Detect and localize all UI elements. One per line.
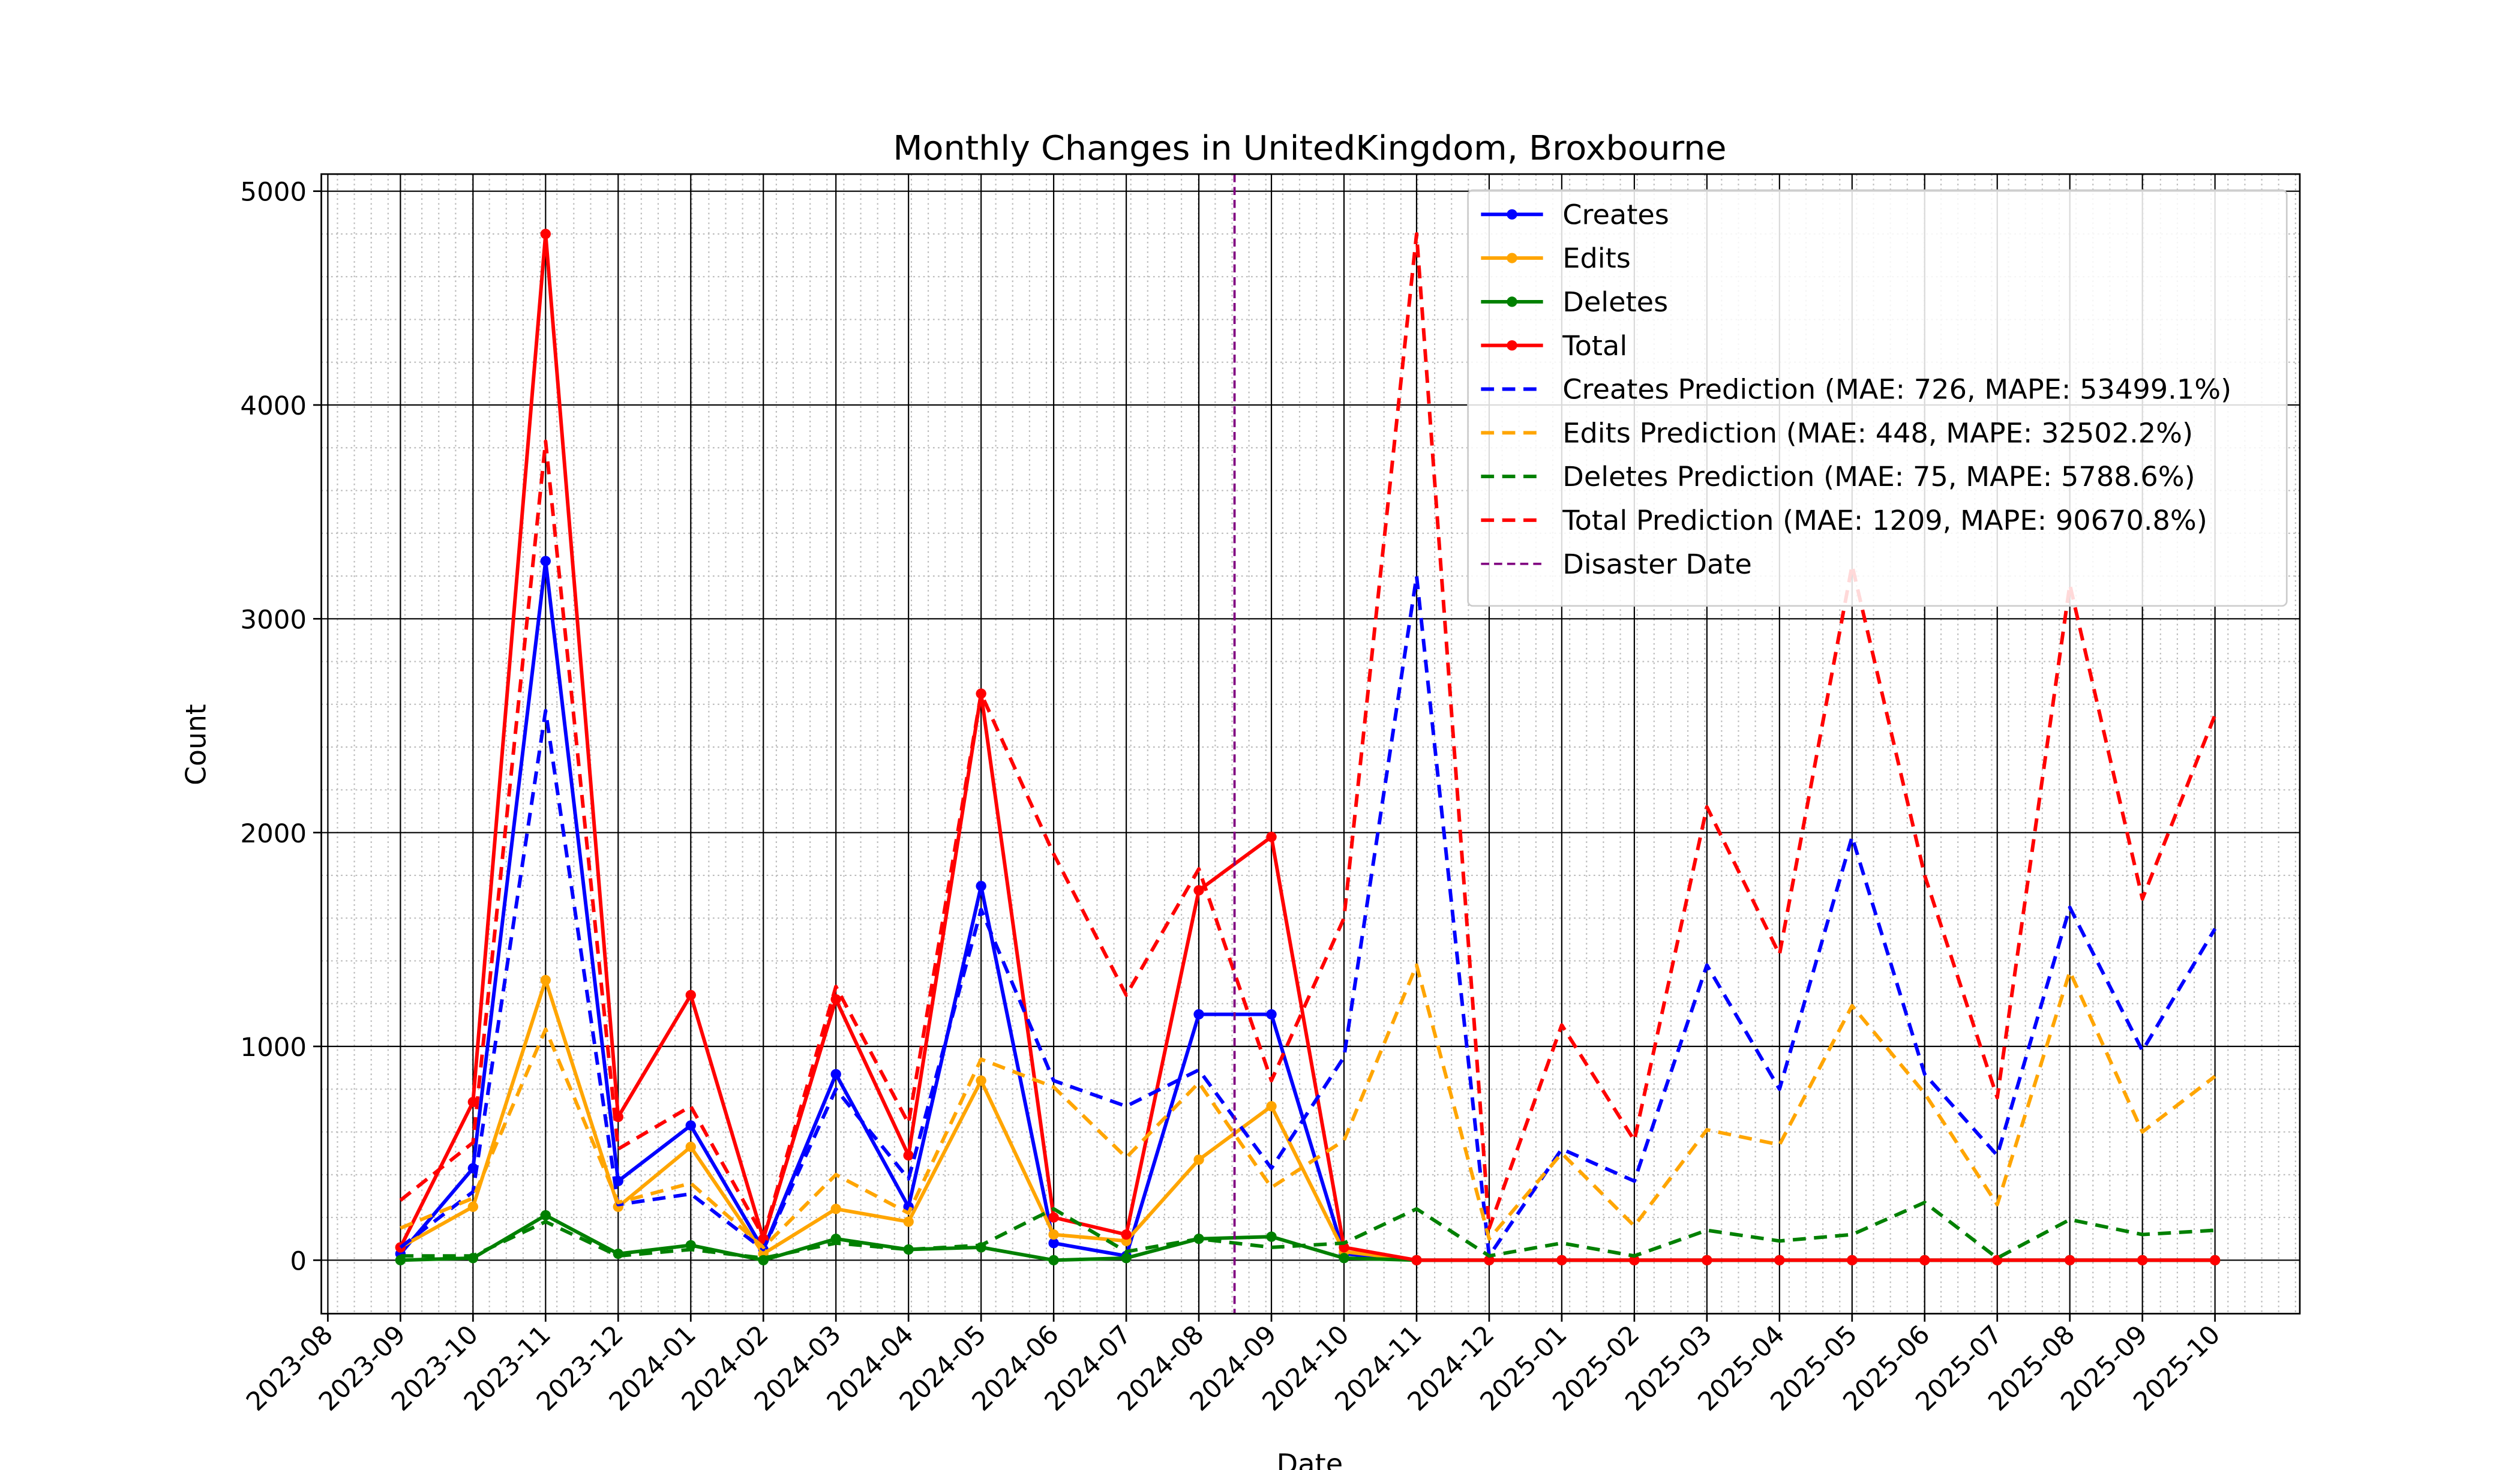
data-point: [976, 688, 986, 699]
data-point: [685, 1240, 696, 1250]
legend-label: Edits: [1562, 242, 1631, 274]
legend: Creates Edits Deletes Total Creates Predicti…: [1467, 189, 2288, 607]
legend-marker: [1507, 209, 1517, 220]
x-axis-label: Date: [1277, 1448, 1343, 1470]
y-tick-label: 2000: [240, 819, 307, 849]
data-point: [1556, 1255, 1567, 1265]
data-point: [1121, 1229, 1132, 1240]
data-point: [1048, 1238, 1059, 1249]
data-point: [2137, 1255, 2148, 1265]
series-line: [398, 232, 2215, 1262]
data-point: [2209, 1255, 2221, 1265]
data-point: [1266, 1231, 1277, 1242]
data-point: [903, 1150, 914, 1161]
legend-label: Disaster Date: [1562, 548, 1752, 580]
data-point: [1629, 1255, 1640, 1265]
data-point: [540, 974, 551, 986]
legend-label: Deletes Prediction (MAE: 75, MAPE: 5788.…: [1562, 460, 2195, 493]
data-point: [467, 1201, 479, 1212]
legend-label: Edits Prediction (MAE: 448, MAPE: 32502.…: [1562, 417, 2193, 449]
data-point: [1048, 1255, 1059, 1265]
chart-title: Monthly Changes in UnitedKingdom, Broxbo…: [893, 128, 1726, 168]
legend-label: Creates: [1562, 199, 1669, 231]
data-point: [1048, 1229, 1059, 1240]
data-point: [830, 1069, 841, 1079]
series-line: [400, 1201, 2215, 1260]
data-point: [976, 881, 986, 892]
series-line: [399, 574, 2217, 1258]
data-point: [1847, 1255, 1858, 1265]
data-point: [540, 556, 551, 566]
data-point: [1702, 1255, 1712, 1265]
data-point: [1266, 1009, 1277, 1020]
y-tick-label: 0: [290, 1247, 307, 1277]
data-point: [830, 1234, 841, 1244]
legend-label: Total Prediction (MAE: 1209, MAPE: 90670…: [1562, 504, 2207, 536]
data-point: [685, 989, 696, 1001]
data-point: [1193, 1009, 1204, 1020]
data-point: [903, 1244, 914, 1255]
data-point: [1411, 1255, 1422, 1265]
data-point: [2065, 1255, 2075, 1265]
legend-label: Deletes: [1562, 286, 1668, 318]
data-point: [1339, 1253, 1349, 1264]
plot-frame: [320, 173, 2301, 1315]
data-point: [1193, 885, 1204, 896]
data-point: [685, 1141, 696, 1153]
data-point: [1774, 1255, 1785, 1265]
y-tick-label: 1000: [240, 1033, 307, 1063]
y-tick-label: 3000: [240, 605, 307, 635]
data-point: [540, 1210, 551, 1221]
data-point: [976, 1075, 986, 1086]
data-point: [1266, 1101, 1277, 1112]
data-point: [830, 1204, 841, 1214]
data-point: [1048, 1212, 1059, 1223]
data-point: [1193, 1154, 1204, 1165]
data-point: [1121, 1253, 1132, 1264]
legend-marker: [1507, 253, 1517, 263]
data-point: [830, 994, 841, 1005]
data-point: [903, 1216, 914, 1227]
data-point: [1919, 1255, 1930, 1265]
plot-area: [395, 174, 2221, 1314]
legend-label: Total: [1562, 329, 1627, 362]
legend-label: Creates Prediction (MAE: 726, MAPE: 5349…: [1562, 373, 2231, 406]
y-tick-label: 5000: [240, 178, 307, 208]
legend-marker: [1507, 340, 1517, 351]
y-tick-label: 4000: [240, 391, 307, 421]
legend-marker: [1507, 296, 1517, 307]
data-point: [685, 1120, 696, 1131]
series-line: [399, 232, 2217, 1239]
data-point: [1484, 1255, 1495, 1265]
data-point: [540, 229, 551, 239]
legend-box: [1467, 189, 2288, 607]
y-axis-label: Count: [179, 704, 212, 785]
data-point: [1266, 832, 1277, 842]
